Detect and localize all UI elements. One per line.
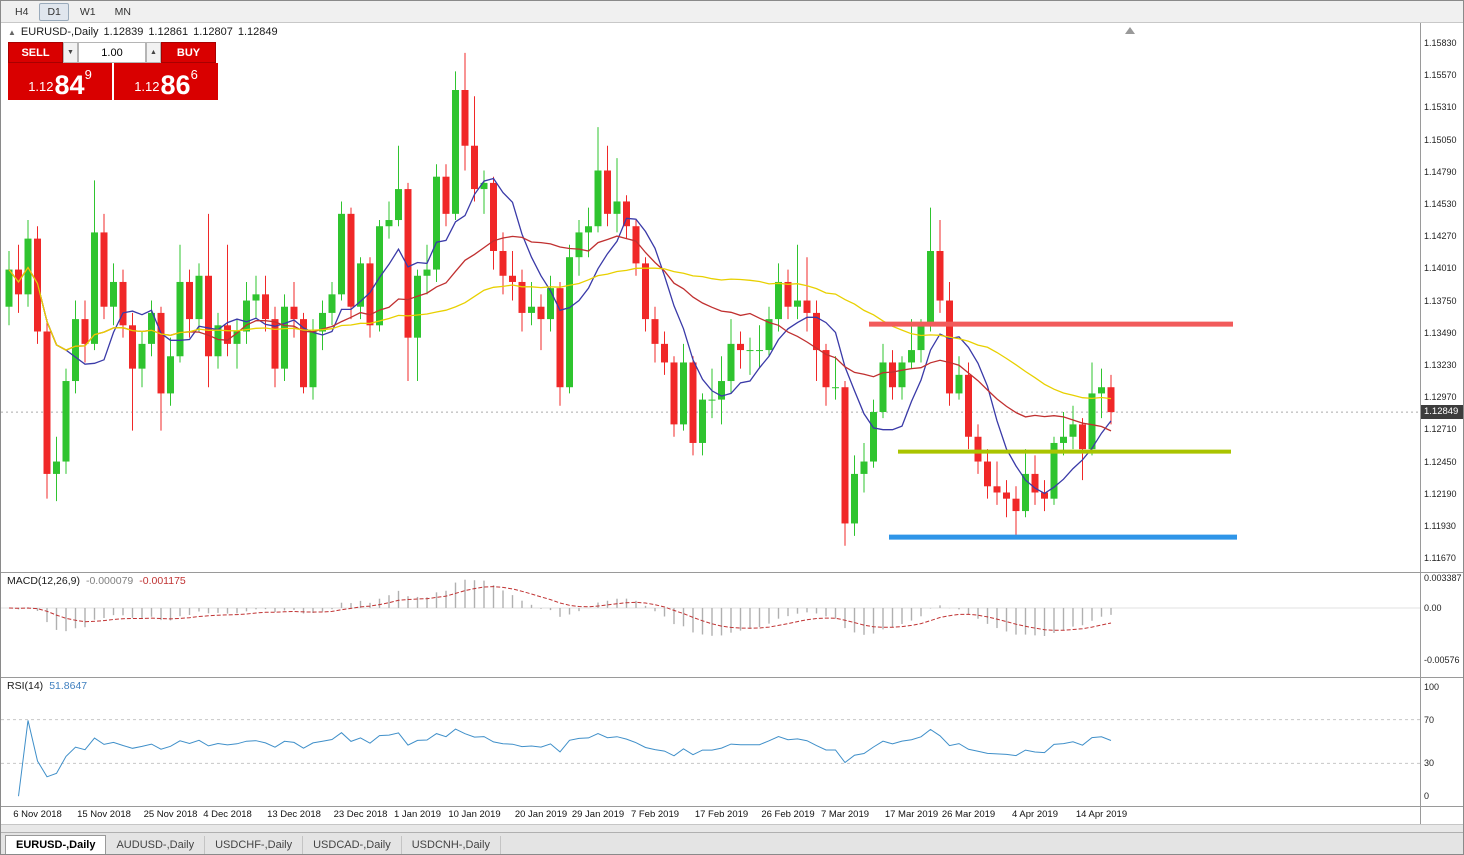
date-label: 10 Jan 2019	[448, 809, 501, 820]
date-label: 29 Jan 2019	[571, 809, 625, 820]
date-label: 6 Nov 2018	[13, 809, 62, 820]
one-click-collapse-icon[interactable]: ▲	[8, 28, 16, 37]
macd-tick-label: 0.00	[1424, 603, 1442, 613]
rsi-indicator-chart[interactable]	[1, 678, 1420, 806]
price-tick-label: 1.11930	[1424, 521, 1456, 531]
tab-usdchf-daily[interactable]: USDCHF-,Daily	[205, 836, 304, 854]
rsi-label: RSI(14) 51.8647	[7, 680, 87, 692]
sell-button[interactable]: SELL	[8, 42, 63, 63]
date-label: 13 Dec 2018	[267, 809, 321, 820]
tab-audusd-daily[interactable]: AUDUSD-,Daily	[106, 836, 206, 854]
price-tick-label: 1.13490	[1424, 328, 1457, 338]
rsi-tick-label: 0	[1424, 791, 1430, 801]
date-label: 26 Feb 2019	[761, 809, 815, 820]
price-tick-label: 1.12190	[1424, 489, 1457, 499]
price-tick-label: 1.12970	[1424, 392, 1457, 402]
price-tick-label: 1.14790	[1424, 167, 1457, 177]
macd-label: MACD(12,26,9) -0.000079 -0.001175	[7, 575, 186, 587]
tab-usdcnh-daily[interactable]: USDCNH-,Daily	[402, 836, 501, 854]
scroll-strip	[1, 824, 1463, 832]
price-tick-label: 1.11670	[1424, 553, 1456, 563]
sell-price-prefix: 1.12	[28, 79, 54, 94]
date-label: 1 Jan 2019	[393, 809, 442, 820]
buy-button[interactable]: BUY	[161, 42, 216, 63]
macd-indicator-chart[interactable]	[1, 573, 1420, 677]
date-label: 4 Apr 2019	[1012, 809, 1058, 820]
price-tick-label: 1.12710	[1424, 424, 1457, 434]
current-price-badge: 1.12849	[1421, 405, 1463, 419]
rsi-tick-label: 70	[1424, 715, 1435, 725]
date-label: 17 Feb 2019	[694, 809, 749, 820]
sell-price-big: 84	[54, 70, 85, 101]
macd-signal-value: -0.001175	[139, 575, 186, 587]
date-label: 15 Nov 2018	[77, 809, 131, 820]
buy-price-prefix: 1.12	[134, 79, 160, 94]
sell-price-display[interactable]: 1.12 84 9	[8, 63, 112, 100]
timeframe-button-h4[interactable]: H4	[15, 5, 29, 18]
macd-tick-label: -0.00576	[1424, 655, 1460, 665]
quote-high: 1.12861	[148, 26, 189, 38]
tab-eurusd-daily[interactable]: EURUSD-,Daily	[5, 835, 107, 854]
buy-price-big: 86	[160, 70, 191, 101]
chart-tabbar: EURUSD-,Daily AUDUSD-,Daily USDCHF-,Dail…	[1, 832, 1463, 854]
date-label: 20 Jan 2019	[514, 809, 568, 820]
price-tick-label: 1.12450	[1424, 457, 1457, 467]
price-tick-label: 1.14530	[1424, 199, 1457, 209]
chart-ohlc-header: ▲ EURUSD-,Daily 1.12839 1.12861 1.12807 1.128…	[8, 26, 283, 38]
date-label: 7 Mar 2019	[820, 809, 870, 820]
macd-name: MACD(12,26,9)	[7, 575, 80, 587]
date-label: 14 Apr 2019	[1075, 809, 1128, 820]
chart-shift-marker-icon[interactable]	[1125, 27, 1135, 34]
rsi-tick-label: 30	[1424, 758, 1435, 768]
price-tick-label: 1.13750	[1424, 296, 1457, 306]
price-tick-label: 1.15050	[1424, 135, 1457, 145]
rsi-axis[interactable]: 100 70 30 0	[1421, 678, 1463, 807]
price-tick-label: 1.15310	[1424, 102, 1457, 112]
price-scales: 1.12849 1.15830 1.15570 1.15310 1.15050 1.14…	[1420, 23, 1463, 824]
quote-close: 1.12849	[237, 26, 278, 38]
volume-decrease-button[interactable]: ▼	[63, 42, 78, 63]
rsi-panel[interactable]: RSI(14) 51.8647	[1, 678, 1420, 807]
price-tick-label: 1.15570	[1424, 70, 1457, 80]
buy-price-sup: 6	[190, 67, 198, 82]
volume-input[interactable]	[78, 42, 146, 63]
price-tick-label: 1.15830	[1424, 38, 1457, 48]
price-axis[interactable]: 1.12849 1.15830 1.15570 1.15310 1.15050 1.14…	[1421, 23, 1463, 573]
rsi-tick-label: 100	[1424, 682, 1440, 692]
buy-price-display[interactable]: 1.12 86 6	[114, 63, 218, 100]
candlestick-chart[interactable]	[1, 23, 1420, 572]
chart-plots: ▲ EURUSD-,Daily 1.12839 1.12861 1.12807 1.128…	[1, 23, 1420, 824]
macd-tick-label: 0.003387	[1424, 573, 1462, 583]
price-tick-label: 1.13230	[1424, 360, 1457, 370]
date-label: 17 Mar 2019	[884, 809, 939, 820]
date-axis[interactable]: 6 Nov 2018 15 Nov 2018 25 Nov 2018 4 Dec 20…	[1, 807, 1420, 824]
rsi-value: 51.8647	[49, 680, 88, 692]
price-tick-label: 1.14270	[1424, 231, 1457, 241]
macd-axis[interactable]: 0.003387 0.00 -0.00576	[1421, 573, 1463, 678]
timeframe-button-d1[interactable]: D1	[39, 2, 69, 21]
timeframe-button-w1[interactable]: W1	[79, 5, 96, 18]
timeframe-toolbar: H4 D1 W1 MN	[1, 1, 1463, 23]
price-panel[interactable]: ▲ EURUSD-,Daily 1.12839 1.12861 1.12807 1.128…	[1, 23, 1420, 573]
price-tick-label: 1.14010	[1424, 263, 1457, 273]
rsi-name: RSI(14)	[7, 680, 44, 692]
date-label: 25 Nov 2018	[143, 809, 198, 820]
sell-price-sup: 9	[84, 67, 92, 82]
macd-panel[interactable]: MACD(12,26,9) -0.000079 -0.001175	[1, 573, 1420, 678]
chart-symbol-label: EURUSD-,Daily	[20, 26, 99, 38]
tab-usdcad-daily[interactable]: USDCAD-,Daily	[303, 836, 402, 854]
date-label: 4 Dec 2018	[203, 809, 252, 820]
date-label: 23 Dec 2018	[333, 809, 388, 820]
macd-main-value: -0.000079	[85, 575, 134, 587]
chart-area: ▲ EURUSD-,Daily 1.12839 1.12861 1.12807 1.128…	[1, 23, 1463, 824]
date-label: 7 Feb 2019	[630, 809, 680, 820]
date-label: 26 Mar 2019	[941, 809, 996, 820]
axis-corner	[1421, 807, 1463, 824]
timeframe-button-mn[interactable]: MN	[114, 5, 131, 18]
quote-low: 1.12807	[193, 26, 233, 38]
volume-increase-button[interactable]: ▲	[146, 42, 161, 63]
quote-open: 1.12839	[103, 26, 144, 38]
